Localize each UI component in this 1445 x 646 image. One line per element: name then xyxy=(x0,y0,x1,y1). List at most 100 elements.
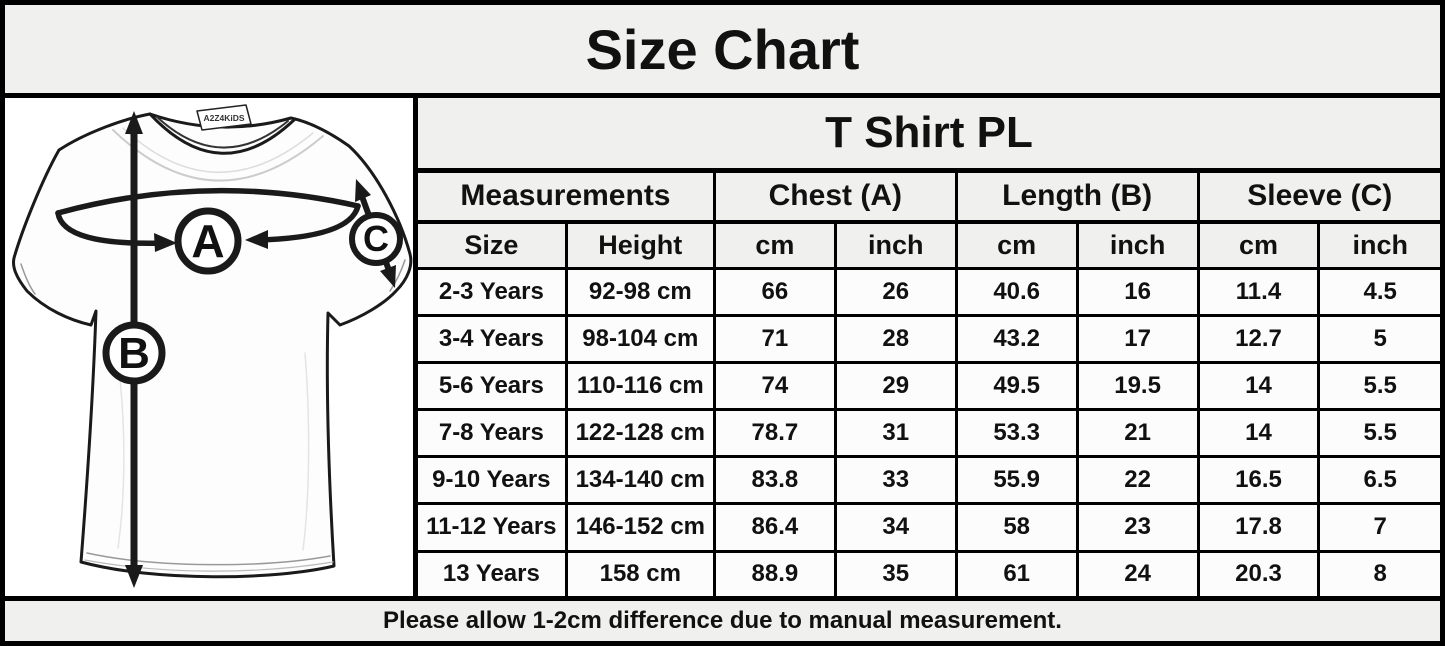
length-cm-cell: 43.2 xyxy=(954,313,1079,364)
size-cell: 2-3 Years xyxy=(418,266,568,317)
table-title-row: T Shirt PL xyxy=(418,98,1440,173)
size-table: T Shirt PL Measurements Chest (A) Length… xyxy=(418,98,1440,596)
size-cell: 3-4 Years xyxy=(418,313,568,364)
left-sleeve-hem-line xyxy=(20,263,36,295)
chest-cm-cell: 71 xyxy=(712,313,837,364)
sub-header-chest-inch: inch xyxy=(833,220,958,270)
sleeve-arrow-top-head xyxy=(355,179,371,202)
tshirt-diagram-panel: A2Z4KiDS A xyxy=(5,98,418,596)
marker-c-label: C xyxy=(363,218,389,259)
size-cell: 13 Years xyxy=(418,549,568,596)
length-inch-cell: 17 xyxy=(1075,313,1200,364)
group-header-length: Length (B) xyxy=(954,168,1200,224)
sub-header-length-inch: inch xyxy=(1075,220,1200,270)
length-inch-cell: 23 xyxy=(1075,502,1200,553)
height-cell: 98-104 cm xyxy=(564,313,716,364)
height-cell: 134-140 cm xyxy=(564,455,716,506)
hem-line xyxy=(86,552,331,566)
collar-outer-line xyxy=(148,112,297,155)
title-band: Size Chart xyxy=(5,5,1440,98)
sub-header-sleeve-cm: cm xyxy=(1196,220,1321,270)
table-row: 7-8 Years 122-128 cm 78.7 31 53.3 21 14 … xyxy=(418,408,1440,459)
tshirt-diagram: A2Z4KiDS A xyxy=(12,104,413,588)
collar-tag-label: A2Z4KiDS xyxy=(203,113,244,123)
table-row: 5-6 Years 110-116 cm 74 29 49.5 19.5 14 … xyxy=(418,360,1440,412)
group-header-measurements: Measurements xyxy=(418,168,716,224)
sub-header-length-cm: cm xyxy=(954,220,1079,270)
length-cm-cell: 55.9 xyxy=(954,455,1079,506)
group-header-row: Measurements Chest (A) Length (B) Sleeve… xyxy=(418,168,1440,224)
measurement-note: Please allow 1-2cm difference due to man… xyxy=(383,607,1062,634)
length-arrow-bottom-head xyxy=(125,565,143,588)
table-title: T Shirt PL xyxy=(418,98,1440,173)
main-area: A2Z4KiDS A xyxy=(5,98,1440,596)
sub-header-size: Size xyxy=(418,220,568,270)
length-cm-cell: 49.5 xyxy=(954,360,1079,412)
sub-header-sleeve-inch: inch xyxy=(1317,220,1440,270)
length-cm-cell: 40.6 xyxy=(954,266,1079,317)
note-band: Please allow 1-2cm difference due to man… xyxy=(5,596,1440,641)
size-cell: 9-10 Years xyxy=(418,455,568,506)
length-arrow-top-head xyxy=(125,111,143,134)
height-cell: 110-116 cm xyxy=(564,360,716,412)
sleeve-cm-cell: 12.7 xyxy=(1196,313,1321,364)
chest-inch-cell: 34 xyxy=(833,502,958,553)
chest-tape-arc xyxy=(55,187,361,216)
length-cm-cell: 58 xyxy=(954,502,1079,553)
group-header-chest: Chest (A) xyxy=(712,168,958,224)
length-inch-cell: 22 xyxy=(1075,455,1200,506)
chest-cm-cell: 74 xyxy=(712,360,837,412)
size-cell: 5-6 Years xyxy=(418,360,568,412)
sleeve-inch-cell: 4.5 xyxy=(1317,266,1440,317)
collar-shading-line-2 xyxy=(122,127,314,173)
marker-b-label: B xyxy=(118,329,150,378)
sleeve-arrow-bottom-head xyxy=(380,265,396,288)
length-inch-cell: 24 xyxy=(1075,549,1200,596)
chest-cm-cell: 78.7 xyxy=(712,408,837,459)
sleeve-inch-cell: 6.5 xyxy=(1317,455,1440,506)
size-table-panel: T Shirt PL Measurements Chest (A) Length… xyxy=(418,98,1440,596)
sleeve-inch-cell: 5 xyxy=(1317,313,1440,364)
chest-inch-cell: 26 xyxy=(833,266,958,317)
sleeve-cm-cell: 20.3 xyxy=(1196,549,1321,596)
sub-header-height: Height xyxy=(564,220,716,270)
length-inch-cell: 16 xyxy=(1075,266,1200,317)
chest-cm-cell: 83.8 xyxy=(712,455,837,506)
chest-arrow-right-line xyxy=(253,203,361,243)
sleeve-inch-cell: 5.5 xyxy=(1317,408,1440,459)
sleeve-inch-cell: 7 xyxy=(1317,502,1440,553)
sleeve-inch-cell: 8 xyxy=(1317,549,1440,596)
sub-header-row: Size Height cm inch cm inch cm inch xyxy=(418,220,1440,270)
chest-inch-cell: 29 xyxy=(833,360,958,412)
collar-shading-line xyxy=(112,129,324,182)
chest-arrow-left-head xyxy=(154,233,177,252)
table-row: 3-4 Years 98-104 cm 71 28 43.2 17 12.7 5 xyxy=(418,313,1440,364)
page-title: Size Chart xyxy=(585,17,860,81)
table-row: 11-12 Years 146-152 cm 86.4 34 58 23 17.… xyxy=(418,502,1440,553)
sleeve-cm-cell: 14 xyxy=(1196,408,1321,459)
table-row: 2-3 Years 92-98 cm 66 26 40.6 16 11.4 4.… xyxy=(418,266,1440,317)
chest-inch-cell: 33 xyxy=(833,455,958,506)
chest-arrow-left-line xyxy=(55,210,168,246)
chest-inch-cell: 31 xyxy=(833,408,958,459)
right-sleeve-hem-line xyxy=(389,259,406,292)
sleeve-cm-cell: 17.8 xyxy=(1196,502,1321,553)
chest-cm-cell: 88.9 xyxy=(712,549,837,596)
collar-tag xyxy=(196,104,252,131)
marker-c-circle xyxy=(349,212,403,266)
length-cm-cell: 53.3 xyxy=(954,408,1079,459)
chest-cm-cell: 66 xyxy=(712,266,837,317)
tshirt-outline xyxy=(12,112,413,579)
chest-arrow-right-head xyxy=(245,230,268,249)
size-cell: 11-12 Years xyxy=(418,502,568,553)
hem-line-2 xyxy=(84,559,334,572)
marker-a-label: A xyxy=(191,215,224,267)
chest-inch-cell: 35 xyxy=(833,549,958,596)
sleeve-cm-cell: 14 xyxy=(1196,360,1321,412)
length-cm-cell: 61 xyxy=(954,549,1079,596)
length-inch-cell: 19.5 xyxy=(1075,360,1200,412)
height-cell: 122-128 cm xyxy=(564,408,716,459)
chest-cm-cell: 86.4 xyxy=(712,502,837,553)
height-cell: 158 cm xyxy=(564,549,716,596)
